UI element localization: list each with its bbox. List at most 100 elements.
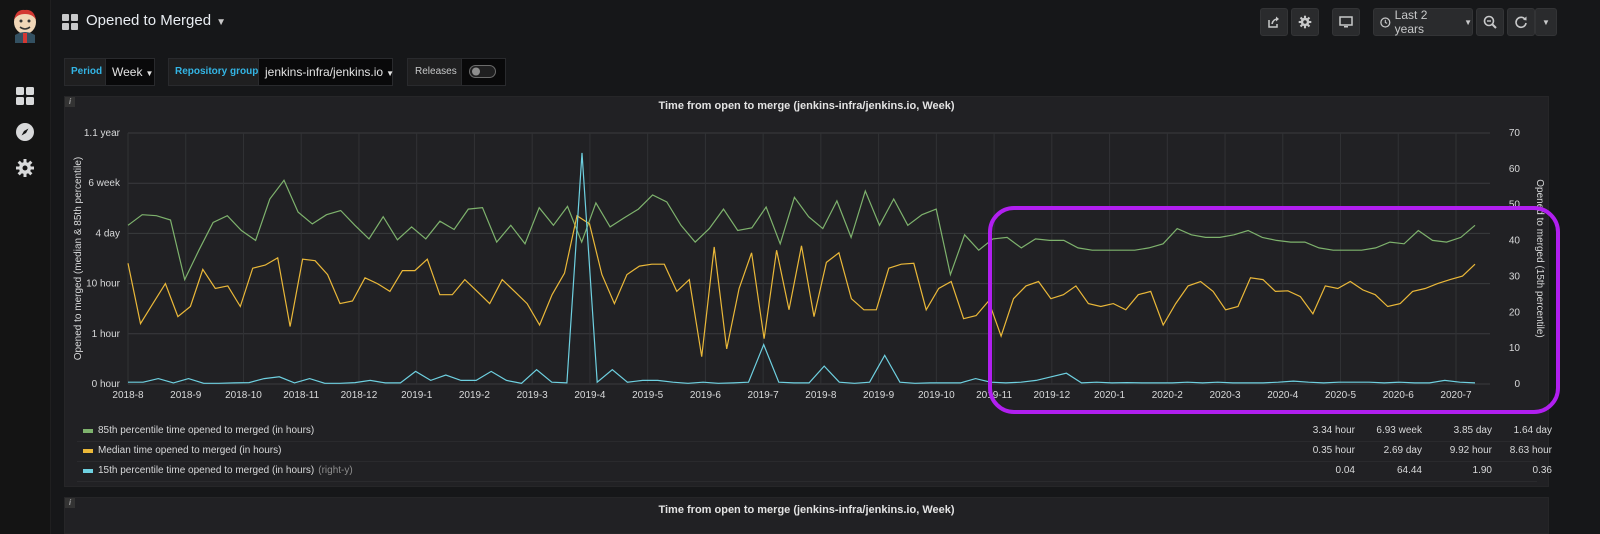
y-left-tick-label: 6 week <box>88 178 121 189</box>
y-right-tick-label: 10 <box>1509 343 1521 354</box>
legend-value: 0.04 <box>1335 465 1355 476</box>
x-tick-label: 2019-4 <box>574 390 606 401</box>
series-line-1 <box>127 179 1476 282</box>
legend-value: 0.36 <box>1532 465 1552 476</box>
legend-series-name[interactable]: Median time opened to merged (in hours) <box>98 445 281 456</box>
monitor-icon <box>1339 16 1353 28</box>
time-range-label: Last 2 years <box>1394 8 1428 36</box>
time-series-chart[interactable]: 0 hour 1 hour 10 hour 4 day 6 week 1.1 year 0 1… <box>65 97 1550 422</box>
share-button[interactable] <box>1260 8 1288 36</box>
legend-axis-hint: (right-y) <box>318 465 353 476</box>
dashboard-settings-button[interactable] <box>1291 8 1319 36</box>
legend-series-name[interactable]: 85th percentile time opened to merged (i… <box>98 425 314 436</box>
x-tick-label: 2020-2 <box>1152 390 1184 401</box>
releases-variable-label: Releases <box>407 58 463 86</box>
y-right-tick-label: 40 <box>1509 236 1521 247</box>
legend-color-swatch[interactable] <box>83 449 93 453</box>
dashboard-title-dropdown[interactable]: Opened to Merged ▼ <box>86 12 226 29</box>
legend-value: 2.69 day <box>1383 445 1422 456</box>
x-tick-label: 2020-7 <box>1440 390 1472 401</box>
x-tick-label: 2018-11 <box>283 390 319 401</box>
refresh-interval-dropdown[interactable]: ▼ <box>1535 8 1557 36</box>
x-tick-label: 2020-6 <box>1383 390 1415 401</box>
x-tick-label: 2019-3 <box>517 390 549 401</box>
refresh-button[interactable] <box>1507 8 1535 36</box>
legend-value: 9.92 hour <box>1449 445 1492 456</box>
graph-panel-2: i Time from open to merge (jenkins-infra… <box>64 497 1549 534</box>
caret-down-icon: ▼ <box>1542 17 1550 27</box>
explore-compass-icon[interactable] <box>15 122 35 142</box>
legend-series-label: Median time opened to merged (in hours) <box>98 445 282 456</box>
caret-down-icon: ▼ <box>386 69 394 78</box>
legend-row[interactable]: 85th percentile time opened to merged (i… <box>77 422 1552 442</box>
period-variable-dropdown[interactable]: Week ▼ <box>105 58 155 86</box>
x-tick-label: 2018-10 <box>225 390 262 401</box>
panel-info-icon[interactable]: i <box>65 97 75 107</box>
zoom-out-icon <box>1483 15 1497 29</box>
y-left-tick-label: 0 hour <box>92 379 121 390</box>
x-tick-label: 2019-2 <box>459 390 491 401</box>
x-tick-label: 2020-3 <box>1209 390 1241 401</box>
legend-series-label: 85th percentile time opened to merged (i… <box>98 425 315 436</box>
releases-toggle[interactable] <box>461 58 506 86</box>
x-tick-label: 2019-12 <box>1033 390 1070 401</box>
legend-value: 1.64 day <box>1513 425 1552 436</box>
caret-down-icon: ▼ <box>1464 17 1472 27</box>
y-right-axis-label: Opened to merged (15th percentile) <box>1534 179 1545 337</box>
y-left-tick-label: 1.1 year <box>84 128 121 139</box>
caret-down-icon: ▼ <box>216 17 226 28</box>
zoom-out-button[interactable] <box>1476 8 1504 36</box>
chart-grid <box>127 132 1490 385</box>
legend-row[interactable]: 15th percentile time opened to merged (i… <box>77 462 1552 482</box>
graph-panel: i Time from open to merge (jenkins-infra… <box>64 96 1552 487</box>
dashboard-title: Opened to Merged <box>86 12 212 29</box>
x-tick-label: 2018-9 <box>170 390 202 401</box>
legend-color-swatch[interactable] <box>83 429 93 433</box>
dashboards-icon[interactable] <box>15 86 35 106</box>
legend-series-label: 15th percentile time opened to merged (i… <box>98 465 315 476</box>
chart-axes: 0 hour 1 hour 10 hour 4 day 6 week 1.1 year 0 1… <box>73 128 1545 401</box>
side-menu <box>0 0 51 534</box>
caret-down-icon: ▼ <box>145 69 154 78</box>
repository-group-dropdown[interactable]: jenkins-infra/jenkins.io ▼ <box>258 58 394 86</box>
chart-series-lines <box>127 152 1476 384</box>
legend-series-name[interactable]: 15th percentile time opened to merged (i… <box>98 465 353 476</box>
panel-title[interactable]: Time from open to merge (jenkins-infra/j… <box>658 100 955 112</box>
y-right-tick-label: 70 <box>1509 128 1521 139</box>
configuration-gear-icon[interactable] <box>15 158 35 178</box>
panel-info-icon[interactable]: i <box>65 498 75 508</box>
legend-value: 6.93 week <box>1376 425 1422 436</box>
x-tick-label: 2019-8 <box>805 390 837 401</box>
time-picker-button[interactable]: Last 2 years ▼ <box>1373 8 1473 36</box>
x-tick-label: 2018-12 <box>341 390 378 401</box>
dashboard-grid-icon <box>62 14 78 30</box>
x-tick-label: 2020-1 <box>1094 390 1126 401</box>
legend-row[interactable]: Median time opened to merged (in hours) 0… <box>77 442 1552 462</box>
share-icon <box>1268 16 1279 28</box>
y-right-tick-label: 20 <box>1509 307 1521 318</box>
tv-mode-button[interactable] <box>1332 8 1360 36</box>
y-left-tick-label: 4 day <box>96 228 120 239</box>
panel-title[interactable]: Time from open to merge (jenkins-infra/j… <box>658 504 955 516</box>
x-tick-label: 2019-6 <box>690 390 722 401</box>
x-tick-label: 2019-1 <box>401 390 433 401</box>
legend-value: 1.90 <box>1472 465 1492 476</box>
jenkins-logo-icon[interactable] <box>9 7 41 43</box>
y-right-tick-label: 0 <box>1514 379 1520 390</box>
x-tick-label: 2018-8 <box>112 390 144 401</box>
legend-value: 64.44 <box>1396 465 1422 476</box>
x-tick-label: 2019-7 <box>748 390 780 401</box>
y-left-axis-label: Opened to merged (median & 85th percenti… <box>73 157 84 360</box>
y-left-tick-label: 1 hour <box>92 329 121 340</box>
legend-value: 0.35 hour <box>1312 445 1355 456</box>
top-navbar: Opened to Merged ▼ <box>50 0 1600 48</box>
x-tick-label: 2020-4 <box>1267 390 1299 401</box>
legend-value: 3.34 hour <box>1312 425 1355 436</box>
repository-group-value: jenkins-infra/jenkins.io <box>265 65 384 79</box>
legend-color-swatch[interactable] <box>83 469 93 473</box>
x-tick-label: 2020-5 <box>1325 390 1357 401</box>
y-right-tick-label: 30 <box>1509 271 1521 282</box>
repository-group-variable-label: Repository group <box>168 58 266 86</box>
legend-value: 3.85 day <box>1453 425 1492 436</box>
y-right-tick-label: 50 <box>1509 200 1521 211</box>
